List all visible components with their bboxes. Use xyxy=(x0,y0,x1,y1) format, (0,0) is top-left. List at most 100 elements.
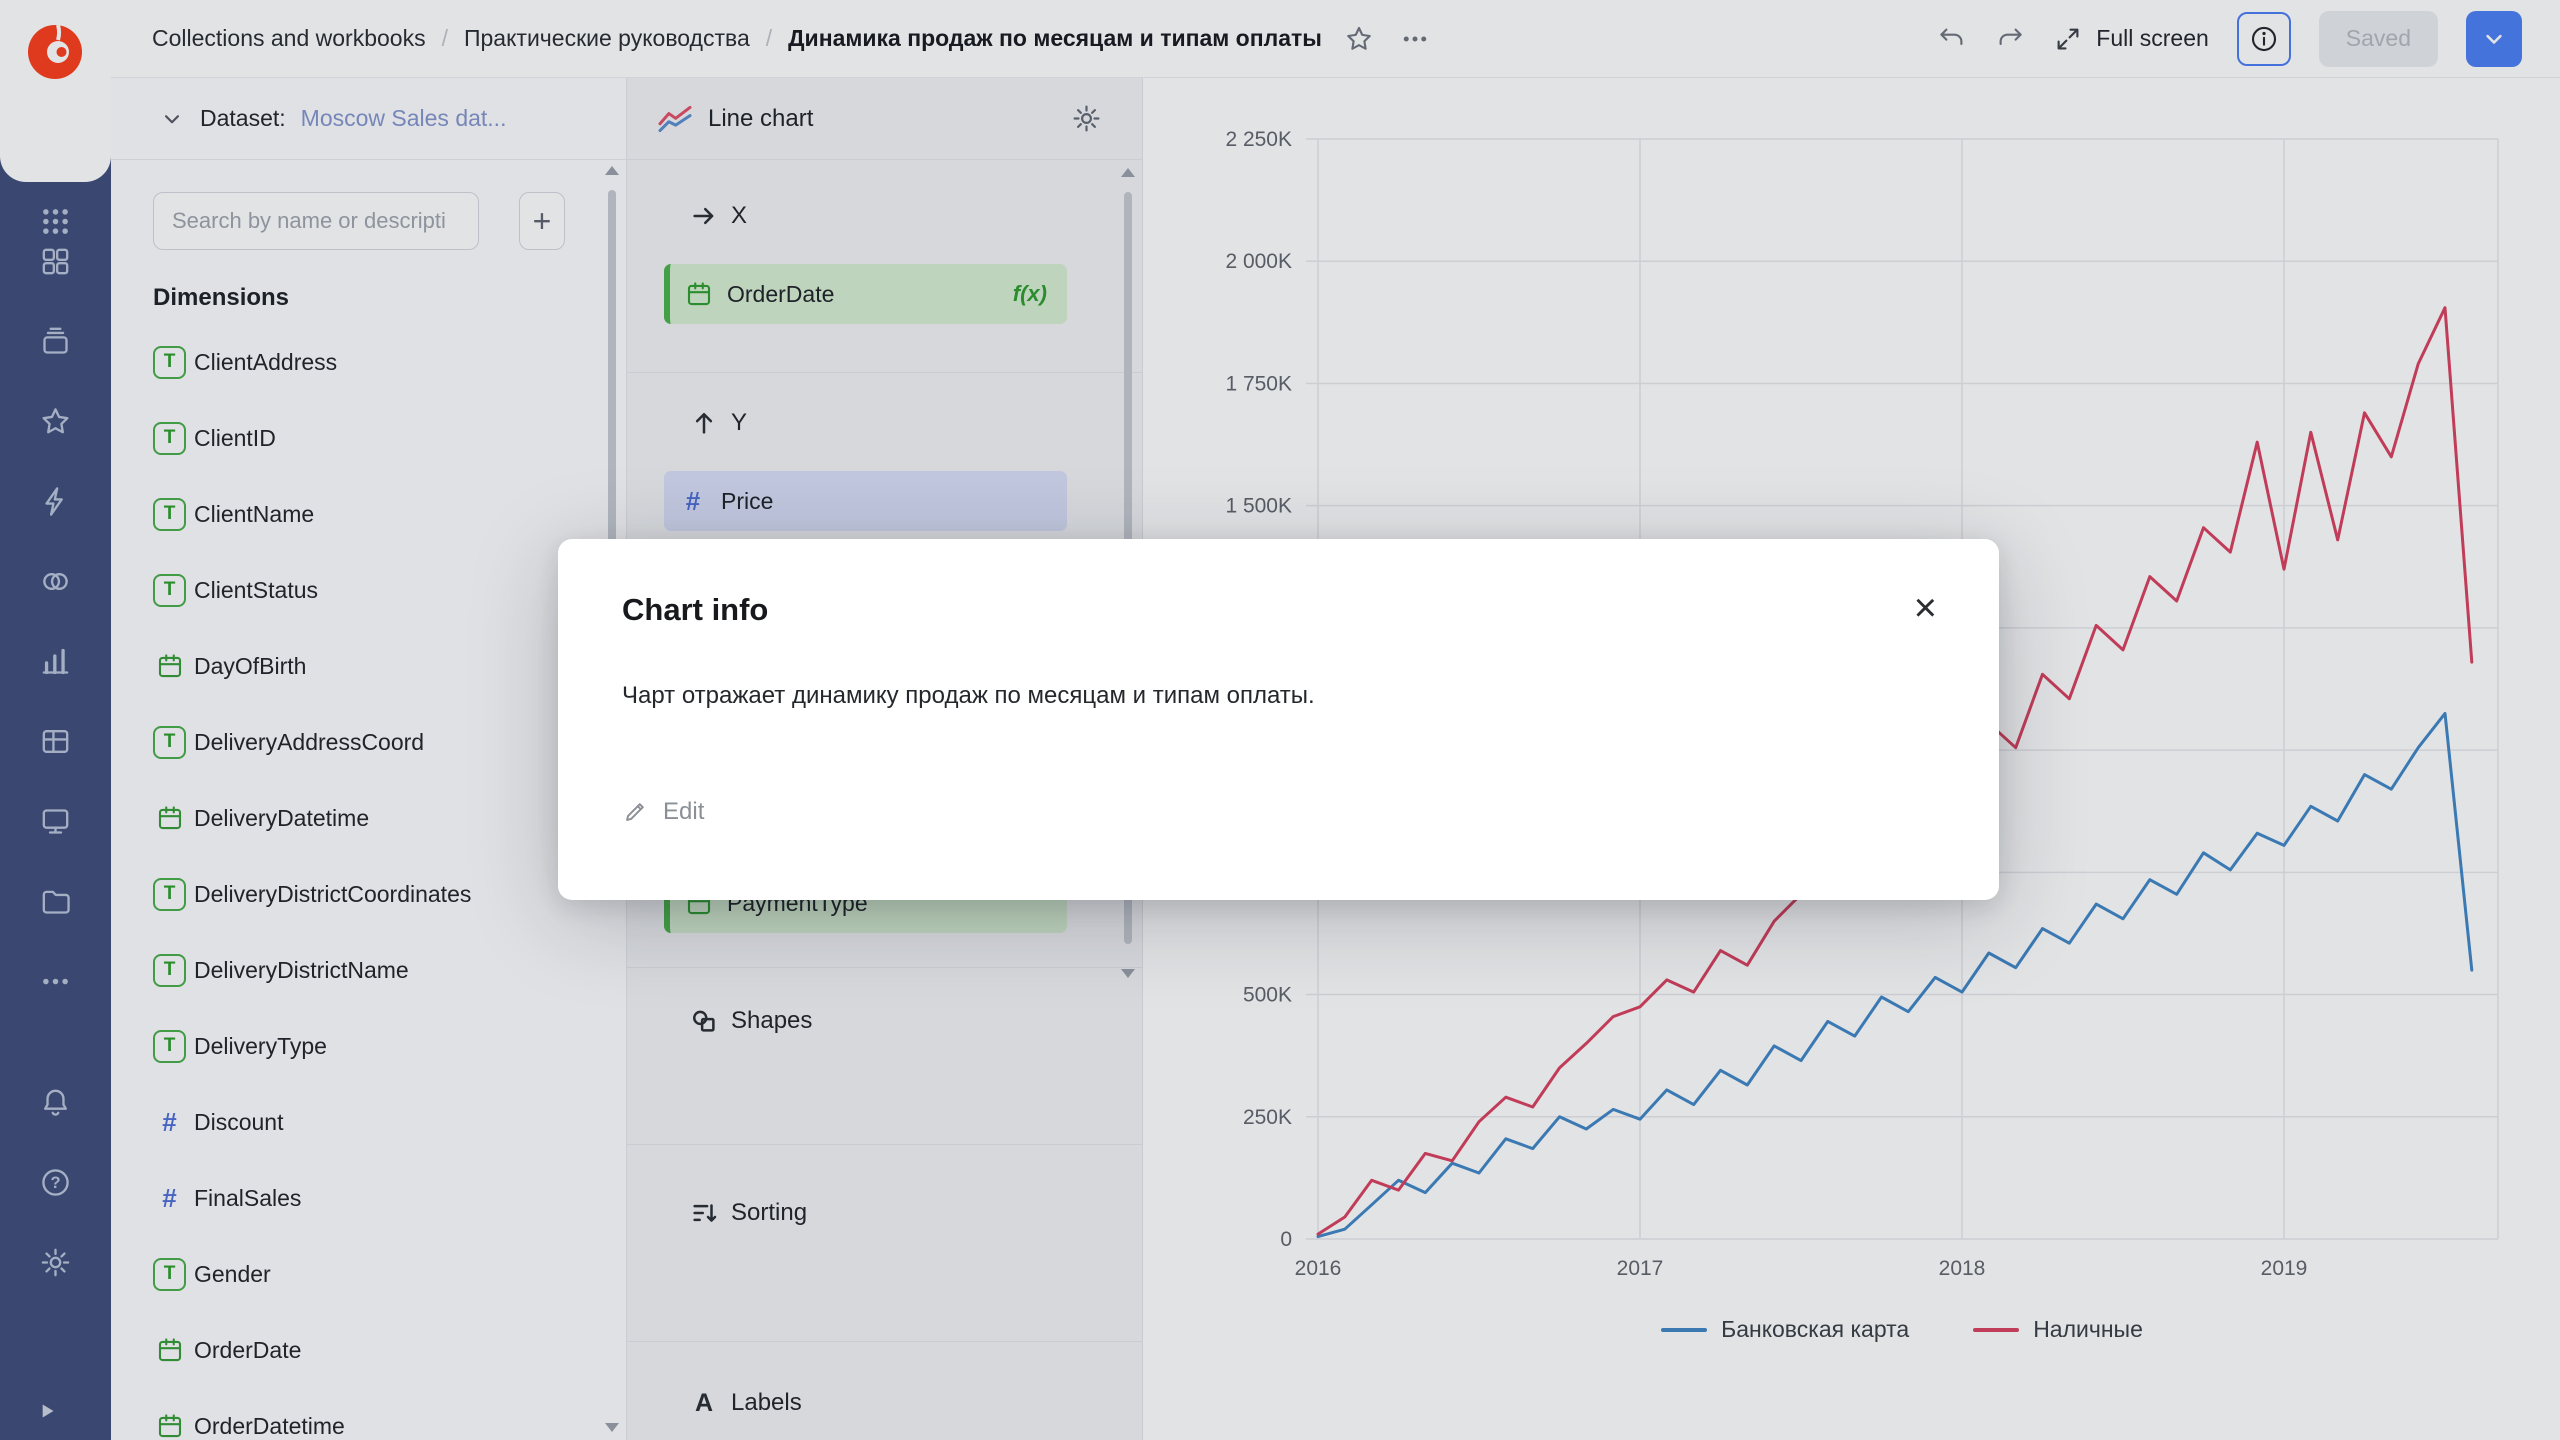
section-x-label: X xyxy=(731,202,748,229)
string-field-icon: T xyxy=(153,1257,186,1291)
field-name: DeliveryDistrictCoordinates xyxy=(194,880,472,907)
string-field-icon: T xyxy=(153,877,186,911)
field-name: DayOfBirth xyxy=(194,652,307,679)
field-item-finalsales[interactable]: # FinalSales xyxy=(111,1160,626,1236)
saved-button[interactable]: Saved xyxy=(2318,10,2438,67)
field-item-gender[interactable]: T Gender xyxy=(111,1236,626,1312)
field-chip-price[interactable]: # Price xyxy=(664,471,1067,531)
chart-info-button[interactable] xyxy=(2236,11,2291,66)
string-field-icon: T xyxy=(153,1029,186,1063)
field-item-deliveryaddresscoord[interactable]: T DeliveryAddressCoord xyxy=(111,704,626,780)
y-axis-label: 2 000K xyxy=(1225,250,1292,273)
formula-fx-badge[interactable]: f(x) xyxy=(1012,281,1047,306)
field-name: ClientName xyxy=(194,500,315,527)
y-axis-label: 2 250K xyxy=(1225,128,1292,151)
string-field-icon: T xyxy=(153,345,186,379)
legend-item[interactable]: Банковская карта xyxy=(1661,1316,1909,1343)
dimensions-section-title: Dimensions xyxy=(153,284,290,311)
field-item-deliverydistrictname[interactable]: T DeliveryDistrictName xyxy=(111,932,626,1008)
scroll-up-icon[interactable] xyxy=(605,166,619,175)
x-axis-label: 2018 xyxy=(1939,1257,1986,1280)
section-labels[interactable]: A Labels xyxy=(627,1383,1142,1423)
legend-line-swatch xyxy=(1973,1327,2020,1332)
field-item-orderdatetime[interactable]: OrderDatetime xyxy=(111,1388,626,1440)
save-dropdown-button[interactable] xyxy=(2466,10,2522,67)
field-item-deliverydatetime[interactable]: DeliveryDatetime xyxy=(111,780,626,856)
field-item-dayofbirth[interactable]: DayOfBirth xyxy=(111,628,626,704)
field-item-clientname[interactable]: T ClientName xyxy=(111,476,626,552)
field-item-discount[interactable]: # Discount xyxy=(111,1084,626,1160)
chart-info-modal: Chart info × Чарт отражает динамику прод… xyxy=(558,539,1999,900)
legend-line-swatch xyxy=(1661,1327,1708,1332)
legend-label: Банковская карта xyxy=(1721,1316,1910,1342)
y-axis-label: 1 500K xyxy=(1225,495,1292,518)
datalens-logo[interactable] xyxy=(0,0,111,182)
fullscreen-button[interactable]: Full screen xyxy=(2053,24,2209,54)
edit-description-button[interactable]: Edit xyxy=(622,798,704,826)
y-axis-label: 0 xyxy=(1280,1228,1292,1251)
scrollbar-thumb[interactable] xyxy=(608,190,616,840)
section-divider xyxy=(627,372,1142,373)
section-y: Y xyxy=(627,403,1142,443)
datalens-logo-icon xyxy=(28,24,82,79)
number-field-icon: # xyxy=(162,1106,177,1137)
breadcrumb-collections[interactable]: Collections and workbooks xyxy=(152,25,426,51)
scroll-down-icon[interactable] xyxy=(605,1423,619,1432)
breadcrumb-workbook[interactable]: Практические руководства xyxy=(463,25,750,51)
section-x: X xyxy=(627,196,1142,236)
field-name: FinalSales xyxy=(194,1184,302,1211)
legend-label: Наличные xyxy=(2033,1316,2143,1342)
field-item-clientid[interactable]: T ClientID xyxy=(111,400,626,476)
close-icon[interactable]: × xyxy=(1913,586,1937,630)
chart-type-selector[interactable]: Line chart xyxy=(708,104,814,132)
string-field-icon: T xyxy=(153,421,186,455)
field-item-orderdate[interactable]: OrderDate xyxy=(111,1312,626,1388)
modal-title: Chart info xyxy=(622,592,769,627)
field-name: DeliveryDatetime xyxy=(194,804,370,831)
section-sorting-label: Sorting xyxy=(731,1199,808,1226)
chart-legend: Банковская карта Наличные xyxy=(1306,1316,2498,1343)
field-name: Discount xyxy=(194,1108,284,1135)
field-item-clientstatus[interactable]: T ClientStatus xyxy=(111,552,626,628)
section-sorting[interactable]: Sorting xyxy=(627,1193,1142,1233)
field-name: OrderDatetime xyxy=(194,1412,345,1439)
section-divider xyxy=(627,1341,1142,1342)
string-field-icon: T xyxy=(153,725,186,759)
edit-label: Edit xyxy=(663,797,705,825)
field-item-clientaddress[interactable]: T ClientAddress xyxy=(111,324,626,400)
breadcrumb-separator: / xyxy=(765,25,773,51)
scroll-down-icon[interactable] xyxy=(1121,969,1135,978)
legend-item[interactable]: Наличные xyxy=(1973,1316,2143,1343)
modal-description: Чарт отражает динамику продаж по месяцам… xyxy=(622,682,1315,709)
y-axis-label: 500K xyxy=(1243,984,1292,1007)
field-name: DeliveryDistrictName xyxy=(194,956,409,983)
breadcrumb-chart-title: Динамика продаж по месяцам и типам оплат… xyxy=(788,25,1322,51)
x-axis-label: 2016 xyxy=(1295,1257,1342,1280)
field-list: T ClientAddress T ClientID T ClientName T Clien… xyxy=(111,324,626,1440)
field-name: DeliveryType xyxy=(194,1032,327,1059)
scroll-up-icon[interactable] xyxy=(1121,168,1135,177)
field-item-deliverytype[interactable]: T DeliveryType xyxy=(111,1008,626,1084)
field-name: Gender xyxy=(194,1260,271,1287)
string-field-icon: T xyxy=(153,497,186,531)
pencil-icon xyxy=(622,798,649,825)
dataset-scrollbar[interactable] xyxy=(601,166,623,1432)
section-y-label: Y xyxy=(731,409,748,436)
field-search-input[interactable] xyxy=(153,192,479,250)
field-name: ClientID xyxy=(194,424,276,451)
x-axis-label: 2017 xyxy=(1617,1257,1664,1280)
config-header: Line chart xyxy=(627,78,1142,160)
label-a-icon: A xyxy=(694,1388,714,1417)
section-shapes[interactable]: Shapes xyxy=(627,1001,1142,1041)
series-line-0[interactable] xyxy=(1316,711,2474,1239)
field-item-deliverydistrictcoordinates[interactable]: T DeliveryDistrictCoordinates xyxy=(111,856,626,932)
section-shapes-label: Shapes xyxy=(731,1007,813,1034)
field-name: DeliveryAddressCoord xyxy=(194,728,425,755)
add-field-button[interactable]: + xyxy=(519,192,565,250)
field-name: ClientAddress xyxy=(194,348,338,375)
breadcrumb: Collections and workbooks / Практические… xyxy=(152,25,1322,52)
y-axis-label: 250K xyxy=(1243,1106,1292,1129)
field-chip-orderdate[interactable]: OrderDate f(x) xyxy=(664,264,1067,324)
x-axis-label: 2019 xyxy=(2261,1257,2308,1280)
number-field-icon: # xyxy=(162,1182,177,1213)
